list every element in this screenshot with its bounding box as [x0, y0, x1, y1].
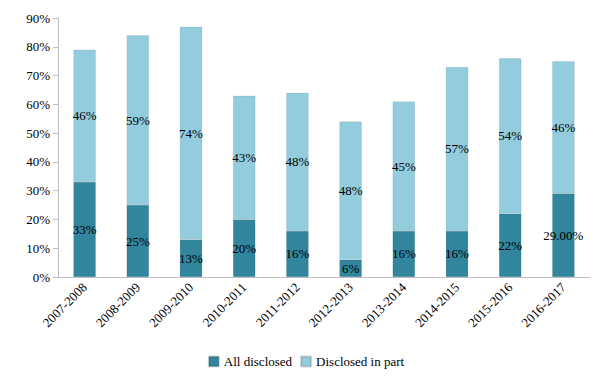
svg-text:20%: 20% — [232, 241, 256, 256]
svg-text:2015-2016: 2015-2016 — [465, 279, 516, 330]
svg-text:43%: 43% — [232, 150, 256, 165]
svg-text:2016-2017: 2016-2017 — [518, 279, 569, 330]
svg-text:13%: 13% — [179, 251, 203, 266]
svg-text:80%: 80% — [26, 39, 50, 54]
svg-text:2009-2010: 2009-2010 — [146, 280, 196, 330]
svg-text:25%: 25% — [126, 234, 150, 249]
svg-text:48%: 48% — [285, 154, 309, 169]
svg-text:30%: 30% — [26, 183, 50, 198]
svg-text:46%: 46% — [73, 108, 97, 123]
svg-text:Disclosed in part: Disclosed in part — [316, 354, 404, 369]
svg-text:29.00%: 29.00% — [543, 228, 583, 243]
svg-text:46%: 46% — [551, 120, 575, 135]
svg-text:48%: 48% — [339, 183, 363, 198]
svg-text:45%: 45% — [392, 159, 416, 174]
svg-text:20%: 20% — [26, 212, 50, 227]
svg-text:54%: 54% — [498, 128, 522, 143]
svg-text:22%: 22% — [498, 238, 522, 253]
svg-text:90%: 90% — [26, 11, 50, 26]
svg-text:2012-2013: 2012-2013 — [306, 280, 356, 330]
svg-text:16%: 16% — [445, 246, 469, 261]
svg-text:16%: 16% — [392, 246, 416, 261]
svg-text:2013-2014: 2013-2014 — [359, 279, 410, 330]
svg-text:2007-2008: 2007-2008 — [40, 280, 90, 330]
svg-text:57%: 57% — [445, 141, 469, 156]
svg-text:All disclosed: All disclosed — [224, 354, 293, 369]
svg-text:2008-2009: 2008-2009 — [93, 280, 143, 330]
svg-text:59%: 59% — [126, 113, 150, 128]
svg-text:16%: 16% — [285, 246, 309, 261]
svg-text:2014-2015: 2014-2015 — [412, 280, 462, 330]
svg-text:6%: 6% — [342, 261, 360, 276]
svg-text:2010-2011: 2010-2011 — [199, 280, 249, 330]
svg-text:40%: 40% — [26, 154, 50, 169]
svg-text:0%: 0% — [33, 270, 51, 285]
svg-text:50%: 50% — [26, 126, 50, 141]
svg-text:33%: 33% — [73, 222, 97, 237]
svg-text:70%: 70% — [26, 68, 50, 83]
svg-text:74%: 74% — [179, 126, 203, 141]
svg-text:10%: 10% — [26, 241, 50, 256]
svg-text:60%: 60% — [26, 97, 50, 112]
svg-text:2011-2012: 2011-2012 — [253, 280, 303, 330]
